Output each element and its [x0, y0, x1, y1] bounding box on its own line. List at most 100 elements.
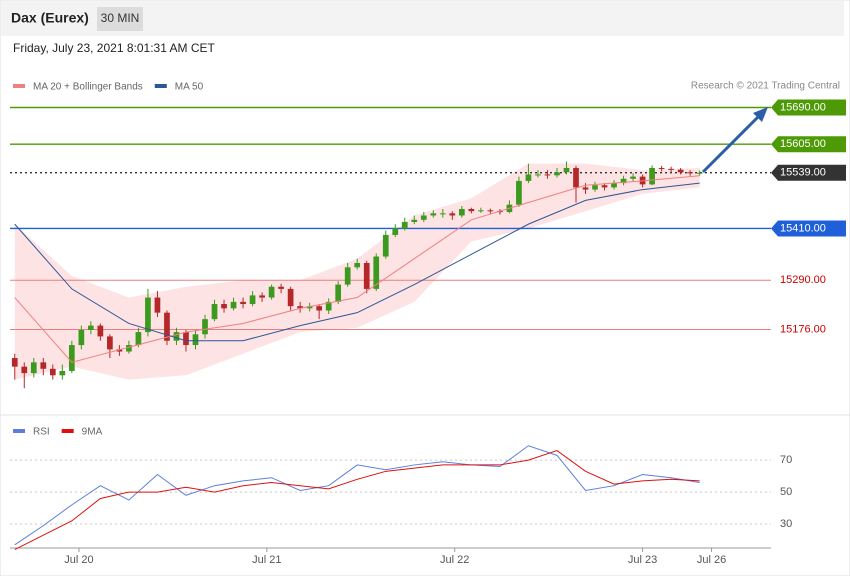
x-tick-label: Jul 22 — [440, 554, 469, 566]
candle-body — [354, 262, 361, 268]
candle-body — [525, 174, 532, 181]
candle-body — [192, 334, 199, 346]
candle-body — [183, 332, 189, 346]
candle-body — [430, 213, 437, 216]
candle-body — [306, 306, 313, 309]
forecast-arrowhead — [753, 107, 768, 122]
candle-body — [126, 345, 132, 352]
level-tag — [771, 220, 846, 237]
candle-body — [649, 167, 655, 185]
interval[interactable]: 30 MIN — [101, 11, 140, 25]
y-tick-label: 70 — [780, 454, 792, 466]
rsi-panel: 30 50 70 Jul 20 Jul 21 Jul 22 Jul 23 Jul 26 RSI 9… — [10, 427, 792, 566]
indicator-line — [14, 445, 700, 546]
candle-body — [116, 349, 123, 352]
candle-body — [658, 167, 665, 169]
candle-body — [601, 185, 608, 188]
candle-body — [325, 301, 332, 311]
candle-body — [677, 169, 684, 173]
legend-label: RSI — [33, 427, 50, 438]
candle-body — [563, 167, 570, 173]
x-tick-label: Jul 21 — [252, 554, 281, 566]
legend-swatch — [154, 84, 167, 88]
level-label: 15410.00 — [780, 222, 826, 234]
y-tick-label: 30 — [780, 518, 792, 530]
candle-body — [164, 312, 170, 341]
candle-body — [420, 215, 427, 220]
legend-swatch — [13, 429, 25, 433]
candle-body — [202, 319, 208, 335]
level-label: 15290.00 — [780, 274, 826, 286]
candle-body — [97, 325, 104, 337]
candle-body — [382, 234, 389, 257]
candle-body — [240, 301, 246, 305]
candle-body — [211, 304, 218, 320]
indicator-line — [14, 450, 700, 551]
level-label: 15690.00 — [780, 101, 826, 113]
candle-body — [449, 213, 456, 216]
candle-body — [21, 366, 28, 374]
level-tag — [771, 99, 846, 116]
candle-body — [458, 209, 465, 216]
bollinger-band — [14, 163, 700, 380]
level-label: 15605.00 — [780, 138, 826, 150]
candle-body — [59, 370, 66, 376]
y-tick-label: 50 — [780, 486, 792, 498]
candle-body — [249, 295, 256, 305]
candle-body — [478, 210, 484, 212]
candle-body — [11, 358, 18, 367]
level-tag — [771, 136, 846, 153]
legend-label: MA 50 — [175, 82, 204, 93]
candle-body — [611, 183, 617, 188]
candle-body — [620, 178, 627, 184]
candle-body — [487, 210, 494, 212]
candle-body — [544, 174, 551, 176]
candle-body — [30, 362, 37, 374]
candle-body — [221, 304, 227, 309]
level-label: 15176.00 — [780, 323, 826, 335]
candle-body — [278, 286, 284, 289]
candle-body — [268, 286, 275, 298]
legend-swatch — [61, 429, 74, 433]
candle-body — [287, 288, 294, 307]
candle-body — [516, 180, 522, 205]
candle-body — [439, 213, 446, 215]
ma-line — [14, 175, 700, 363]
candle-body — [630, 176, 636, 179]
candle-body — [230, 301, 237, 309]
candle-body — [573, 167, 579, 188]
candle-body — [392, 228, 399, 235]
candle-body — [592, 185, 598, 190]
candle-body — [535, 174, 541, 176]
candle-body — [40, 362, 47, 369]
candle-body — [554, 172, 560, 176]
candle-body — [259, 295, 265, 298]
ma-line — [14, 182, 700, 342]
forecast-arrow — [701, 113, 762, 174]
x-tick-label: Jul 26 — [697, 554, 726, 566]
candle-body — [344, 267, 351, 285]
legend-label: 9MA — [82, 427, 103, 438]
candle-body — [49, 368, 56, 376]
candle-body — [373, 256, 380, 289]
candle-body — [107, 336, 113, 350]
interval-button[interactable] — [97, 7, 143, 31]
candle-body — [411, 219, 418, 222]
legend-swatch — [13, 84, 25, 88]
level-tag — [771, 164, 846, 181]
x-tick-label: Jul 20 — [64, 554, 93, 566]
candle-body — [173, 332, 180, 341]
candle-body — [468, 209, 475, 212]
candle-body — [316, 306, 323, 311]
credit: Research © 2021 Trading Central — [691, 81, 840, 92]
candle-body — [696, 172, 703, 174]
candle-body — [154, 297, 161, 313]
candle-body — [78, 329, 85, 346]
x-tick-label: Jul 23 — [628, 554, 657, 566]
legend-label: MA 20 + Bollinger Bands — [33, 82, 143, 93]
candle-body — [297, 306, 303, 309]
candle-body — [68, 345, 75, 371]
level-label: 15539.00 — [780, 167, 826, 179]
datetime: Friday, July 23, 2021 8:01:31 AM CET — [13, 41, 216, 55]
